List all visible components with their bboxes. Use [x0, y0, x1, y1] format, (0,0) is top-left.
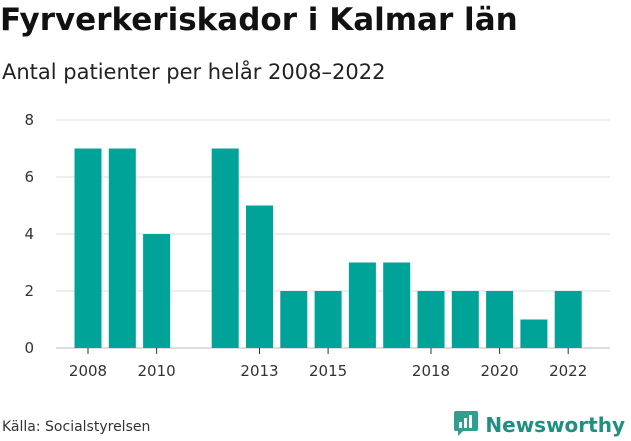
bar-2009 [108, 148, 136, 348]
chart-subtitle: Antal patienter per helår 2008–2022 [2, 60, 386, 84]
bar-2008 [74, 148, 102, 348]
bar-2015 [314, 291, 342, 348]
y-tick-label: 0 [24, 339, 34, 357]
y-axis-ticks: 0 2 4 6 8 [24, 111, 34, 357]
x-tick-label: 2022 [549, 362, 587, 380]
bar-2020 [486, 291, 514, 348]
x-axis-ticks: 2008 2010 2013 2015 2018 2020 2022 [69, 348, 587, 380]
source-note: Källa: Socialstyrelsen [2, 419, 151, 435]
bar-2022 [554, 291, 582, 348]
bars [74, 148, 582, 348]
bar-2012 [211, 148, 239, 348]
chart-title: Fyrverkeriskador i Kalmar län [0, 2, 518, 38]
x-tick-label: 2015 [309, 362, 347, 380]
bar-2013 [246, 205, 273, 348]
bar-2017 [383, 262, 411, 348]
brand-logo[interactable]: Newsworthy [453, 409, 625, 441]
y-tick-label: 2 [24, 282, 34, 300]
x-tick-label: 2018 [412, 362, 450, 380]
bar-2018 [417, 291, 445, 348]
bar-2021 [520, 319, 548, 348]
bar-2016 [348, 262, 376, 348]
y-tick-label: 4 [24, 225, 34, 243]
chart-logo-icon [453, 409, 479, 441]
y-tick-label: 6 [24, 168, 34, 186]
y-tick-label: 8 [24, 111, 34, 129]
bar-2014 [280, 291, 308, 348]
x-tick-label: 2013 [240, 362, 278, 380]
x-tick-label: 2020 [481, 362, 519, 380]
brand-name: Newsworthy [485, 413, 625, 437]
x-tick-label: 2008 [69, 362, 107, 380]
bar-2019 [451, 291, 479, 348]
x-tick-label: 2010 [138, 362, 176, 380]
bar-2010 [143, 234, 171, 348]
